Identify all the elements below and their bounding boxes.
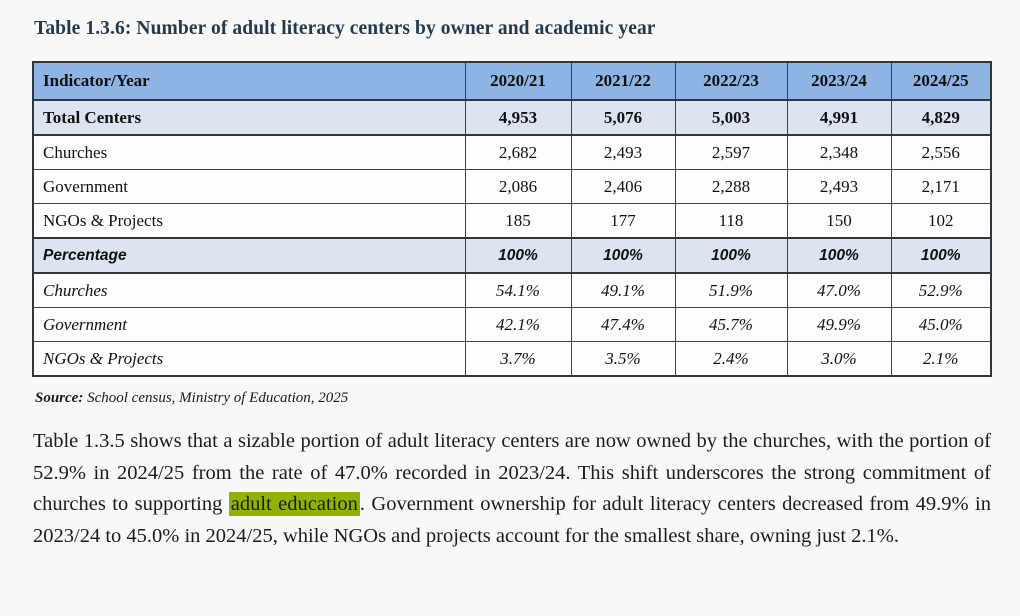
table-cell: 2,288 [674,169,788,204]
row-label: Total Centers [32,99,466,136]
table-cell: 51.9% [674,272,788,308]
header-cell-year: 2020/21 [464,61,572,101]
table-header-row: Indicator/Year 2020/21 2021/22 2022/23 2… [32,61,992,101]
table-cell: 5,003 [674,99,788,136]
header-cell-year: 2023/24 [786,61,892,101]
row-label: Government [32,307,466,342]
table-cell: 2,406 [570,169,676,204]
table-cell: 2,086 [464,169,572,204]
header-cell-year: 2024/25 [890,61,992,101]
table-cell: 2.4% [674,341,788,377]
table-cell: 54.1% [464,272,572,308]
table-row-government: Government 2,086 2,406 2,288 2,493 2,171 [32,169,992,204]
literacy-centers-table: Indicator/Year 2020/21 2021/22 2022/23 2… [32,61,992,377]
table-cell: 100% [570,237,676,274]
header-cell-indicator: Indicator/Year [32,61,466,101]
table-cell: 100% [464,237,572,274]
table-cell: 2,682 [464,134,572,170]
table-cell: 47.4% [570,307,676,342]
table-cell: 118 [674,203,788,239]
analysis-paragraph: Table 1.3.5 shows that a sizable portion… [33,426,991,552]
table-cell: 2,171 [890,169,992,204]
table-cell: 4,953 [464,99,572,136]
table-cell: 102 [890,203,992,239]
table-cell: 4,829 [890,99,992,136]
table-row-churches: Churches 2,682 2,493 2,597 2,348 2,556 [32,134,992,170]
table-cell: 100% [890,237,992,274]
row-label: Percentage [32,237,466,274]
table-row-total-centers: Total Centers 4,953 5,076 5,003 4,991 4,… [32,99,992,136]
table-title: Table 1.3.6: Number of adult literacy ce… [34,18,656,39]
table-cell: 4,991 [786,99,892,136]
table-row-percentage: Percentage 100% 100% 100% 100% 100% [32,237,992,274]
source-label: Source: [35,390,84,406]
table-cell: 3.0% [786,341,892,377]
table-cell: 100% [786,237,892,274]
table-cell: 2.1% [890,341,992,377]
paragraph-text-before: Table 1.3.5 shows that a sizable portion… [33,430,991,515]
header-cell-year: 2022/23 [674,61,788,101]
paragraph-text-after: . Government ownership for adult literac… [33,493,991,547]
highlighted-text: adult education [228,492,360,516]
table-cell: 2,493 [786,169,892,204]
source-text: School census, Ministry of Education, 20… [83,390,349,406]
row-label: NGOs & Projects [32,341,466,377]
table-cell: 3.7% [464,341,572,377]
table-cell: 185 [464,203,572,239]
table-cell: 45.7% [674,307,788,342]
table-cell: 2,556 [890,134,992,170]
table-row-ngos-projects: NGOs & Projects 185 177 118 150 102 [32,203,992,239]
table-cell: 49.1% [570,272,676,308]
row-label: Churches [32,272,466,308]
table-cell: 3.5% [570,341,676,377]
table-cell: 5,076 [570,99,676,136]
row-label: Churches [32,134,466,170]
row-label: NGOs & Projects [32,203,466,239]
table-cell: 42.1% [464,307,572,342]
table-cell: 47.0% [786,272,892,308]
table-cell: 100% [674,237,788,274]
table-cell: 2,348 [786,134,892,170]
table-row-churches-pct: Churches 54.1% 49.1% 51.9% 47.0% 52.9% [32,272,992,308]
table-cell: 150 [786,203,892,239]
table-cell: 177 [570,203,676,239]
table-row-government-pct: Government 42.1% 47.4% 45.7% 49.9% 45.0% [32,307,992,342]
row-label: Government [32,169,466,204]
table-cell: 45.0% [890,307,992,342]
table-cell: 2,597 [674,134,788,170]
table-cell: 52.9% [890,272,992,308]
table-row-ngos-projects-pct: NGOs & Projects 3.7% 3.5% 2.4% 3.0% 2.1% [32,341,992,377]
header-cell-year: 2021/22 [570,61,676,101]
source-line: Source: School census, Ministry of Educa… [35,390,990,407]
table-cell: 2,493 [570,134,676,170]
table-cell: 49.9% [786,307,892,342]
